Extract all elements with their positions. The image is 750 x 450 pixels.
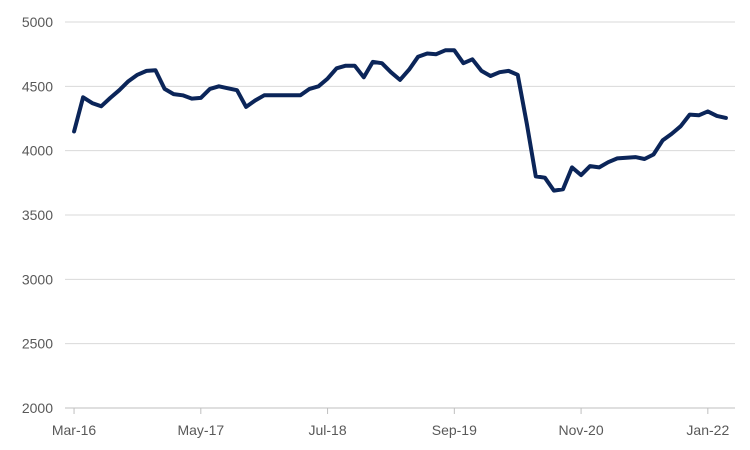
data-point xyxy=(507,69,511,73)
data-point xyxy=(724,116,728,120)
data-point xyxy=(235,88,239,92)
data-point xyxy=(280,93,284,97)
data-point xyxy=(688,113,692,117)
y-tick-label: 2500 xyxy=(22,336,53,352)
data-point xyxy=(670,132,674,136)
x-tick-label: May-17 xyxy=(177,422,224,438)
data-point xyxy=(407,68,411,72)
data-point xyxy=(615,156,619,160)
data-point xyxy=(380,61,384,65)
data-point xyxy=(172,92,176,96)
data-point xyxy=(715,114,719,118)
x-tick-label: Jan-22 xyxy=(686,422,729,438)
data-point xyxy=(163,87,167,91)
data-point xyxy=(624,156,628,160)
y-tick-label: 4000 xyxy=(22,143,53,159)
y-tick-label: 4500 xyxy=(22,78,53,94)
data-point xyxy=(561,187,565,191)
data-point xyxy=(416,55,420,59)
y-tick-label: 3000 xyxy=(22,271,53,287)
data-point xyxy=(633,155,637,159)
data-point xyxy=(480,69,484,73)
data-point xyxy=(108,96,112,100)
data-point xyxy=(190,97,194,101)
data-point xyxy=(570,165,574,169)
data-point xyxy=(398,78,402,82)
data-point xyxy=(344,64,348,68)
y-tick-label: 3500 xyxy=(22,207,53,223)
data-point xyxy=(697,113,701,117)
data-point xyxy=(606,160,610,164)
x-axis: Mar-16 May-17 Jul-18 Sep-19 Nov-20 Jan-22 xyxy=(52,407,735,438)
data-point xyxy=(335,66,339,70)
data-point xyxy=(271,93,275,97)
data-point xyxy=(489,74,493,78)
data-point xyxy=(543,176,547,180)
data-point xyxy=(298,93,302,97)
data-point xyxy=(181,93,185,97)
data-point xyxy=(135,73,139,77)
x-tick-label: Sep-19 xyxy=(432,422,477,438)
data-point xyxy=(362,75,366,79)
data-point xyxy=(389,70,393,74)
data-point xyxy=(308,87,312,91)
x-tick-label: Nov-20 xyxy=(559,422,604,438)
data-point xyxy=(371,60,375,64)
data-point xyxy=(516,73,520,77)
data-point xyxy=(425,52,429,56)
data-point xyxy=(226,86,230,90)
data-point xyxy=(443,48,447,52)
data-point xyxy=(353,64,357,68)
data-point xyxy=(154,68,158,72)
y-tick-label: 5000 xyxy=(22,14,53,30)
data-point xyxy=(317,84,321,88)
data-point xyxy=(90,101,94,105)
series-line xyxy=(72,48,728,193)
data-point xyxy=(579,173,583,177)
data-point xyxy=(145,69,149,73)
series-layer xyxy=(72,48,728,193)
data-point xyxy=(534,174,538,178)
data-point xyxy=(652,153,656,157)
data-point xyxy=(81,95,85,99)
data-point xyxy=(434,52,438,56)
data-point xyxy=(126,79,130,83)
data-point xyxy=(117,88,121,92)
gridlines xyxy=(65,21,735,345)
data-point xyxy=(643,157,647,161)
data-point xyxy=(597,165,601,169)
data-point xyxy=(217,84,221,88)
data-point xyxy=(199,96,203,100)
x-tick-label: Mar-16 xyxy=(52,422,97,438)
y-axis-ticks: 2000 2500 3000 3500 4000 4500 5000 xyxy=(22,14,53,416)
data-point xyxy=(661,138,665,142)
data-point xyxy=(253,99,257,103)
x-tick-label: Jul-18 xyxy=(308,422,346,438)
data-point xyxy=(525,122,529,126)
data-point xyxy=(552,189,556,193)
data-point xyxy=(244,105,248,109)
data-point xyxy=(452,48,456,52)
data-point xyxy=(679,124,683,128)
data-point xyxy=(326,77,330,81)
data-point xyxy=(706,109,710,113)
data-point xyxy=(99,104,103,108)
data-point xyxy=(72,129,76,133)
data-point xyxy=(461,61,465,65)
data-point xyxy=(470,57,474,61)
data-point xyxy=(588,164,592,168)
y-tick-label: 2000 xyxy=(22,400,53,416)
data-point xyxy=(498,70,502,74)
data-point xyxy=(208,87,212,91)
data-point xyxy=(262,93,266,97)
data-point xyxy=(289,93,293,97)
